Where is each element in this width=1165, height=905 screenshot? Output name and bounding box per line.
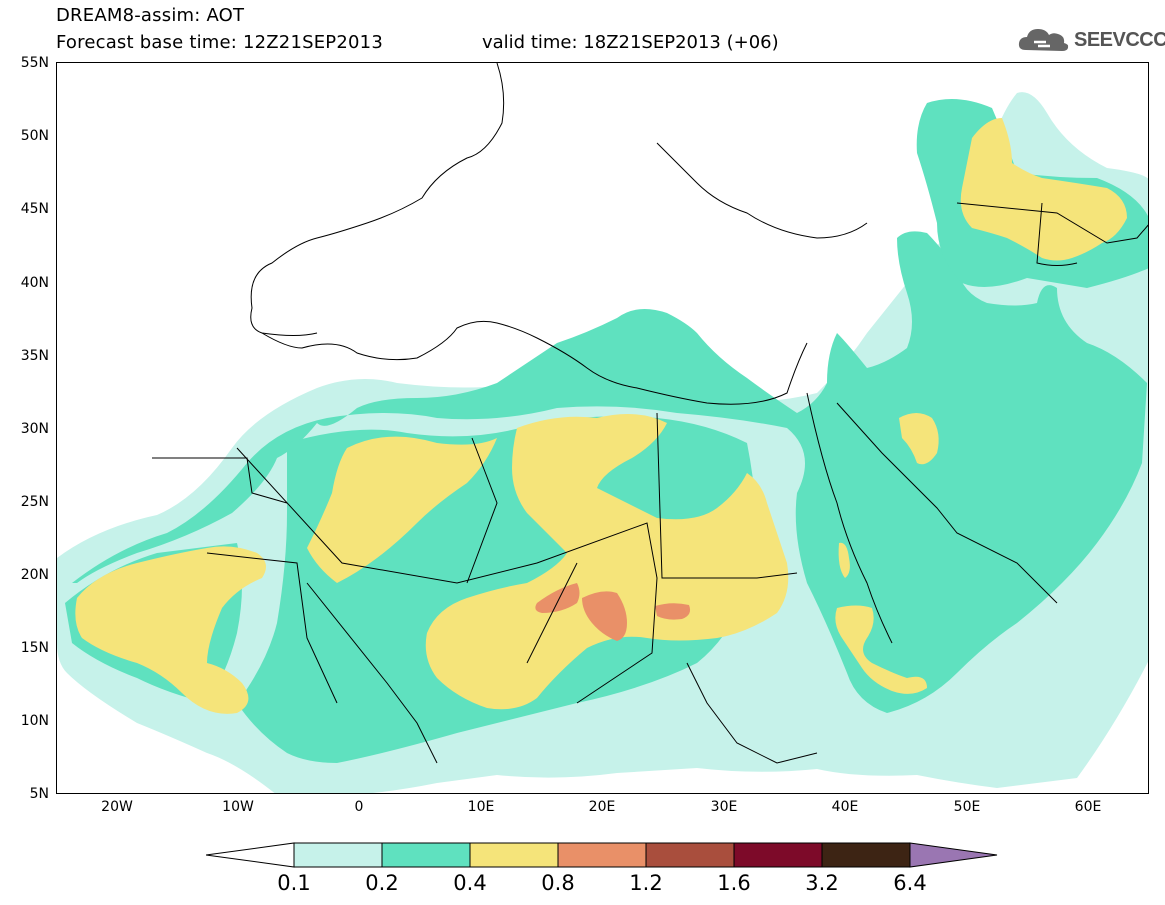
cloud-icon	[1018, 29, 1069, 51]
lon-label: 60E	[1074, 799, 1102, 815]
lat-label: 5N	[29, 786, 49, 802]
colorbar-label: 0.2	[365, 871, 399, 895]
lat-label: 45N	[20, 201, 49, 217]
lon-label: 10E	[467, 799, 495, 815]
colorbar-swatch	[645, 842, 735, 868]
lon-label: 30E	[710, 799, 738, 815]
colorbar-label: 0.8	[541, 871, 575, 895]
lat-label: 55N	[20, 55, 49, 71]
valid-time: valid time: 18Z21SEP2013 (+06)	[482, 32, 779, 53]
colorbar-label: 6.4	[893, 871, 927, 895]
lon-label: 20E	[588, 799, 616, 815]
lat-label: 25N	[20, 494, 49, 510]
lat-label: 50N	[20, 128, 49, 144]
map-title: DREAM8-assim: AOT	[56, 5, 245, 26]
seevccc-logo: SEEVCCC	[1016, 22, 1165, 56]
lon-label: 10W	[222, 799, 254, 815]
aot-band-0.8-1.2	[535, 583, 691, 641]
lat-label: 20N	[20, 567, 49, 583]
colorbar-label: 0.4	[453, 871, 487, 895]
colorbar-swatch	[381, 842, 471, 868]
lat-label: 10N	[20, 713, 49, 729]
colorbar-swatch	[293, 842, 383, 868]
logo-text: SEEVCCC	[1074, 29, 1165, 51]
colorbar-swatch	[733, 842, 823, 868]
lon-label: 20W	[101, 799, 133, 815]
lon-label: 0	[354, 799, 364, 815]
colorbar-swatch	[557, 842, 647, 868]
colorbar-high-arrow	[909, 842, 998, 868]
colorbar-label: 3.2	[805, 871, 839, 895]
map-canvas	[57, 63, 1148, 793]
lat-label: 15N	[20, 640, 49, 656]
lat-label: 30N	[20, 421, 49, 437]
lat-label: 35N	[20, 348, 49, 364]
aot-map	[56, 62, 1149, 794]
colorbar-label: 1.2	[629, 871, 663, 895]
colorbar-swatch	[821, 842, 911, 868]
colorbar-label: 1.6	[717, 871, 751, 895]
colorbar-label: 0.1	[277, 871, 311, 895]
colorbar-low-arrow	[206, 842, 295, 868]
lon-label: 40E	[831, 799, 859, 815]
aot-band-0.4-0.8	[75, 118, 1127, 714]
lat-label: 40N	[20, 275, 49, 291]
colorbar-swatch	[469, 842, 559, 868]
forecast-base-time: Forecast base time: 12Z21SEP2013	[56, 32, 383, 53]
lon-label: 50E	[953, 799, 981, 815]
aot-colorbar	[206, 842, 998, 868]
country-borders	[152, 63, 1148, 764]
